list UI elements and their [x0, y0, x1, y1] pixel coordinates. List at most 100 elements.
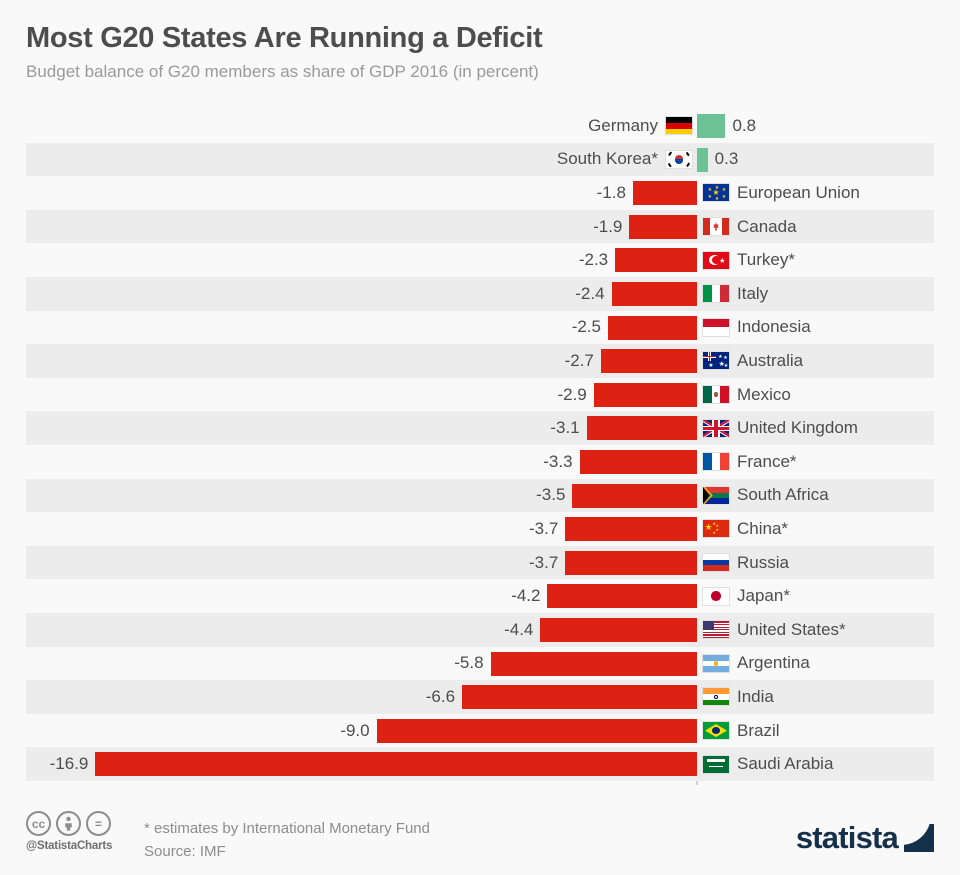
bar-negative[interactable]: [600, 349, 697, 374]
cc-by-person-icon: [56, 811, 81, 836]
value-label: -3.1: [550, 418, 580, 438]
row-background: [26, 545, 934, 580]
bar-negative[interactable]: [565, 550, 697, 575]
table-row: -1.8 ★ ★ ★ ★ ★ ★ ★ European Union: [0, 176, 960, 210]
table-row: -4.2 Japan*: [0, 579, 960, 613]
row-label-left: South Korea*: [557, 143, 693, 177]
table-row: South Korea* 0.3: [0, 142, 960, 177]
bar-negative[interactable]: [95, 752, 697, 777]
row-label-right: United Kingdom: [702, 411, 858, 445]
country-name: Saudi Arabia: [737, 754, 834, 774]
bar-negative[interactable]: [540, 618, 697, 642]
statista-logo-mark: [904, 823, 934, 852]
country-name: Brazil: [737, 720, 780, 740]
row-value-left: -1.8: [597, 176, 626, 210]
row-background: [26, 142, 934, 177]
country-name: Japan*: [737, 586, 790, 606]
country-name: United States*: [737, 619, 846, 639]
statista-logo[interactable]: statista: [796, 822, 934, 853]
bar-negative[interactable]: [579, 450, 697, 474]
value-label: 0.8: [732, 115, 757, 135]
cc-icon-group: cc =: [26, 811, 138, 836]
row-value-left: -9.0: [340, 714, 369, 748]
table-row: -6.6 India: [0, 680, 960, 714]
row-label-right: ★ ★ ★ ★ ★ ★ ★ European Union: [702, 176, 860, 210]
flag-icon-mx: [702, 385, 730, 405]
country-name: Canada: [737, 216, 797, 236]
table-row: -9.0 Brazil: [0, 713, 960, 748]
value-label: -2.4: [575, 283, 605, 303]
bar-chart: Germany 0.8 South Korea* 0.3 -1.8 ★ ★ ★ ★ ★ ★ ★ Euro…: [0, 109, 960, 785]
bar-negative[interactable]: [547, 584, 697, 609]
value-label: -3.7: [528, 552, 559, 572]
table-row: -3.3 France*: [0, 445, 960, 479]
country-name: Turkey*: [737, 250, 795, 270]
value-label: -2.7: [564, 350, 594, 370]
country-name: Mexico: [737, 384, 791, 404]
country-name: France*: [737, 451, 797, 471]
bar-negative[interactable]: [593, 382, 697, 407]
row-label-right: Saudi Arabia: [702, 747, 833, 781]
row-value-right: 0.8: [732, 109, 756, 143]
page-title: Most G20 States Are Running a Deficit: [26, 22, 543, 54]
row-background: [26, 411, 934, 445]
country-name: Russia: [737, 552, 789, 572]
row-label-right: Mexico: [702, 378, 791, 412]
bar-negative[interactable]: [490, 651, 697, 676]
value-label: -1.9: [593, 216, 623, 236]
value-label: -6.6: [425, 686, 456, 706]
chart-header: Most G20 States Are Running a Deficit Bu…: [0, 0, 960, 83]
flag-icon-ru: [702, 553, 730, 573]
bar-negative[interactable]: [611, 282, 697, 306]
row-label-right: Argentina: [702, 647, 810, 681]
row-value-left: -3.1: [550, 411, 579, 445]
value-label: -9.0: [340, 720, 370, 740]
country-name: Argentina: [737, 653, 810, 673]
flag-icon-fr: [702, 452, 730, 472]
bar-negative[interactable]: [565, 517, 697, 542]
bar-negative[interactable]: [586, 416, 697, 441]
row-background: [26, 209, 934, 244]
bar-positive[interactable]: [697, 114, 726, 138]
row-label-right: ★ ★ ★ ★ ★ Australia: [702, 344, 803, 378]
row-value-left: -16.9: [50, 747, 89, 781]
row-label-right: Indonesia: [702, 311, 811, 345]
bar-negative[interactable]: [615, 248, 697, 273]
row-background: [26, 646, 934, 681]
value-label: -4.4: [504, 619, 534, 639]
flag-icon-za: [702, 485, 730, 505]
row-value-left: -5.8: [454, 647, 483, 681]
row-value-left: -6.6: [426, 680, 455, 714]
row-background: [26, 243, 934, 277]
flag-icon-cn: ★ ★ ★ ★ ★: [702, 519, 730, 539]
bar-negative[interactable]: [376, 718, 697, 743]
row-background: [26, 344, 934, 378]
row-label-right: Canada: [702, 210, 797, 244]
row-background: [26, 512, 934, 546]
bar-negative[interactable]: [462, 685, 697, 710]
flag-icon-au: ★ ★ ★ ★ ★: [702, 351, 730, 371]
row-background: [26, 310, 934, 345]
bar-positive[interactable]: [697, 147, 708, 172]
flag-icon-id: [702, 317, 730, 337]
value-label: -4.2: [511, 586, 541, 606]
flag-icon-kr: [665, 149, 693, 169]
row-label-right: Japan*: [702, 579, 790, 613]
statista-wordmark: statista: [795, 820, 899, 855]
value-label: -1.8: [596, 182, 626, 202]
row-label-left: Germany: [588, 109, 693, 143]
row-value-left: -3.7: [529, 512, 558, 546]
bar-negative[interactable]: [608, 315, 697, 340]
row-value-left: -2.9: [557, 378, 586, 412]
bar-negative[interactable]: [629, 214, 697, 239]
country-name: Indonesia: [737, 317, 811, 337]
country-name: South Korea*: [556, 149, 658, 169]
row-value-left: -4.4: [504, 613, 533, 647]
value-label: -5.8: [454, 653, 484, 673]
estimates-note: * estimates by International Monetary Fu…: [144, 820, 430, 837]
value-label: -3.3: [543, 451, 573, 471]
bar-negative[interactable]: [632, 181, 697, 206]
table-row: -1.9 Canada: [0, 209, 960, 244]
row-background: [26, 613, 934, 647]
bar-negative[interactable]: [572, 483, 697, 508]
